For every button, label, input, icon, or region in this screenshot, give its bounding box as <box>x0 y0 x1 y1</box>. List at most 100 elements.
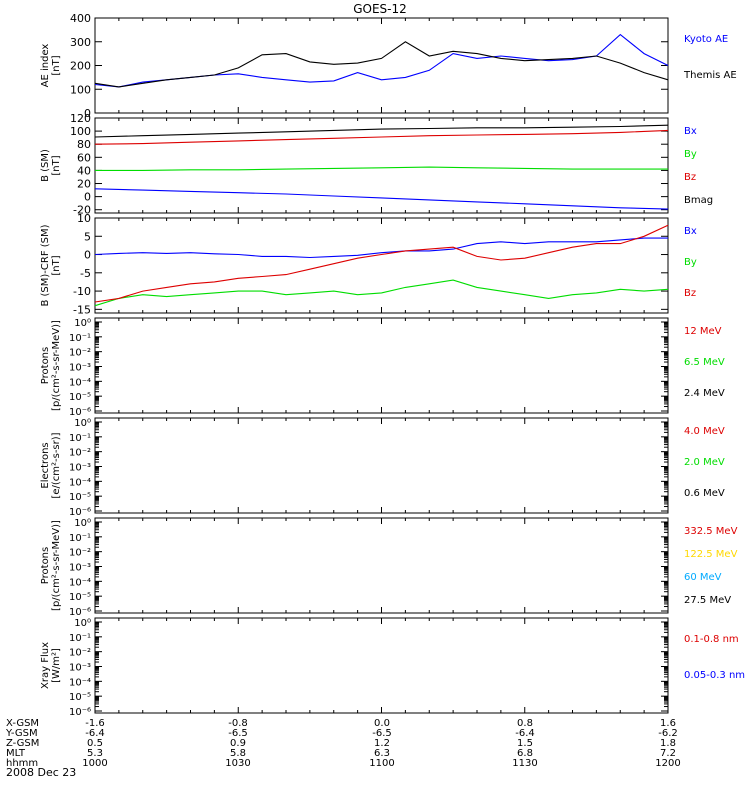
ephem-value: -6.4 <box>85 728 105 739</box>
legend-0-6-mev: 0.6 MeV <box>684 488 725 499</box>
legend-4-0-mev: 4.0 MeV <box>684 426 725 437</box>
y-tick-label: 10⁻⁵ <box>69 492 91 503</box>
y-axis-label: B (SM)[nT] <box>40 149 62 182</box>
y-tick-label: 0 <box>84 249 91 262</box>
ephemeris-table: X-GSM -1.6 -0.8 0.0 0.8 1.6 Y-GSM -6.4 -6.5 -6.5 -… <box>5 718 681 769</box>
y-tick-label: 10⁻⁴ <box>69 477 91 488</box>
y-tick-label: 20 <box>77 178 91 191</box>
legend-by: By <box>684 149 697 160</box>
y-tick-label: 10⁻² <box>69 348 91 359</box>
ephem-value: 6.8 <box>517 748 533 759</box>
legend-6-5-mev: 6.5 MeV <box>684 357 725 368</box>
panel-4: Protons[p/(cm²-s-sr-MeV)] 10⁰ 10⁻¹ 10⁻² 10⁻³… <box>40 317 725 418</box>
y-tick-label: 10⁻³ <box>69 363 91 374</box>
y-tick-label: 10⁻⁵ <box>69 392 91 403</box>
panel-frame <box>94 617 669 714</box>
ephem-value: -1.6 <box>85 718 105 729</box>
ephem-value: 0.8 <box>517 718 533 729</box>
ephem-value: -0.8 <box>228 718 248 729</box>
y-axis-label: Protons[p/(cm²-s-sr-MeV)] <box>40 520 62 611</box>
y-tick-label: 10⁻³ <box>69 563 91 574</box>
panel-5: Electrons[e/(cm²-s-sr)] 10⁰ 10⁻¹ 10⁻² 10⁻³ 10… <box>40 417 725 518</box>
y-tick-label: 10⁰ <box>74 318 91 329</box>
legend-27-5-mev: 27.5 MeV <box>684 595 731 606</box>
y-tick-label: -15 <box>73 303 91 316</box>
y-tick-label: 10⁻¹ <box>69 433 91 444</box>
y-tick-label: 10⁻⁴ <box>69 677 91 688</box>
ephem-value: 1.8 <box>660 738 676 749</box>
ephem-label-z-gsm: Z-GSM <box>6 738 39 749</box>
y-axis-label: B (SM)-CRF (SM)[nT] <box>40 224 62 306</box>
ephem-value: 7.2 <box>660 748 676 759</box>
y-tick-label: 400 <box>70 12 91 25</box>
ephem-label-hhmm: hhmm <box>6 758 38 769</box>
y-tick-label: -10 <box>73 285 91 298</box>
panel-6: Protons[p/(cm²-s-sr-MeV)] 10⁰ 10⁻¹ 10⁻² 10⁻³… <box>40 517 738 618</box>
y-tick-label: -5 <box>80 267 91 280</box>
y-tick-label: 100 <box>70 83 91 96</box>
ephem-value: -6.5 <box>372 728 392 739</box>
ephem-label-mlt: MLT <box>6 748 26 759</box>
y-tick-label: 0 <box>84 107 91 120</box>
y-tick-label: 10⁻² <box>69 548 91 559</box>
y-axis-label: Xray Flux[W/m²] <box>40 642 62 689</box>
y-tick-label: 10⁻⁵ <box>69 692 91 703</box>
ephem-value: 1.5 <box>517 738 533 749</box>
y-tick-label: 10⁻⁴ <box>69 377 91 388</box>
panel-frame <box>94 17 669 114</box>
panel-7: Xray Flux[W/m²] 10⁰ 10⁻¹ 10⁻² 10⁻³ 10⁻⁴ 10⁻⁵ 10… <box>40 617 745 718</box>
panel-frame <box>94 417 669 514</box>
legend-bx: Bx <box>684 126 697 137</box>
y-tick-label: 10⁻⁶ <box>69 607 91 618</box>
y-tick-label: 10⁻⁶ <box>69 707 91 718</box>
y-tick-label: 60 <box>77 151 91 164</box>
legend-bmag: Bmag <box>684 195 713 206</box>
legend-60-mev: 60 MeV <box>684 572 722 583</box>
panel-1: AE index[nT] 0 100 200 300 400 Kyoto AE Themis … <box>40 12 737 120</box>
legend-332-5-mev: 332.5 MeV <box>684 526 738 537</box>
ephem-value: -6.4 <box>515 728 535 739</box>
panel-frame <box>94 117 669 214</box>
ephem-value: 0.5 <box>87 738 103 749</box>
y-axis-label: Electrons[e/(cm²-s-sr)] <box>40 432 62 498</box>
series-line-bmag <box>94 124 669 138</box>
y-tick-label: 10⁻² <box>69 448 91 459</box>
y-tick-label: -20 <box>73 204 91 217</box>
legend-bx: Bx <box>684 226 697 237</box>
y-tick-label: 10⁻¹ <box>69 633 91 644</box>
y-tick-label: 120 <box>70 112 91 125</box>
ephem-value: -6.2 <box>658 728 678 739</box>
y-tick-label: 10⁻³ <box>69 663 91 674</box>
y-tick-label: 5 <box>84 230 91 243</box>
legend-2-4-mev: 2.4 MeV <box>684 388 725 399</box>
y-tick-label: 10⁻¹ <box>69 333 91 344</box>
ephem-value: 6.3 <box>374 748 390 759</box>
legend-2-0-mev: 2.0 MeV <box>684 457 725 468</box>
panel-3: B (SM)-CRF (SM)[nT] -15 -10 -5 0 5 10 Bx By Bz <box>40 212 697 316</box>
ephem-label-y-gsm: Y-GSM <box>5 728 38 739</box>
legend-122-5-mev: 122.5 MeV <box>684 549 738 560</box>
figure-title: GOES-12 <box>353 2 407 16</box>
ephem-value: 5.8 <box>230 748 246 759</box>
legend-bz: Bz <box>684 172 696 183</box>
ephem-value: 1130 <box>512 758 537 769</box>
ephem-value: 1.6 <box>660 718 676 729</box>
ephem-value: 1.2 <box>374 738 390 749</box>
y-axis-label: Protons[p/(cm²-s-sr-MeV)] <box>40 320 62 411</box>
y-tick-label: 0 <box>84 191 91 204</box>
y-tick-label: 10⁻⁶ <box>69 507 91 518</box>
legend-12-mev: 12 MeV <box>684 326 722 337</box>
legend-0-1-0-8-nm: 0.1-0.8 nm <box>684 634 739 645</box>
ephem-value: 1100 <box>369 758 394 769</box>
y-tick-label: 10⁻⁵ <box>69 592 91 603</box>
series-line-bx <box>94 237 668 259</box>
y-tick-label: 10⁰ <box>74 518 91 529</box>
y-tick-label: 10⁻¹ <box>69 533 91 544</box>
legend-themis-ae: Themis AE <box>683 70 737 81</box>
y-tick-label: 10⁰ <box>74 418 91 429</box>
y-tick-label: 80 <box>77 138 91 151</box>
y-tick-label: 40 <box>77 164 91 177</box>
y-tick-label: 10⁻² <box>69 648 91 659</box>
